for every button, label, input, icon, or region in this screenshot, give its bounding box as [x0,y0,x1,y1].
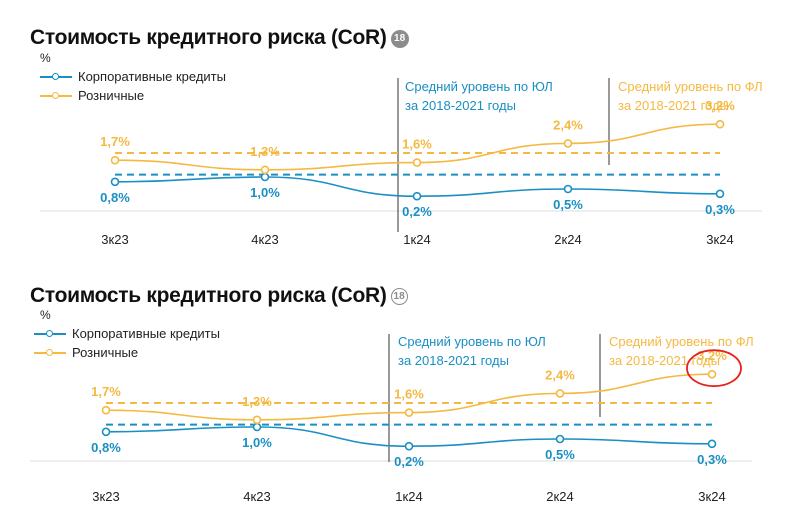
avg-corporate-label: Средний уровень по ЮЛ за 2018-2021 годы [405,77,553,115]
legend-label-corporate: Корпоративные кредиты [72,326,220,341]
corporate-point-1к24 [412,191,422,201]
retail-point-4к23 [252,415,262,425]
legend-label-retail: Розничные [72,345,139,360]
corporate-data-label: 0,8% [100,190,130,205]
chart-title-text: Стоимость кредитного риска (CoR) [30,284,387,307]
chart-plot-2: 0,8% 1,0%0,2% 0,5% 0,3%1,7%1,3% 1,6%2,4%3,2%… [30,334,752,504]
avg-retail-label-line-2: за 2018-2021 годы [618,98,729,113]
chart-title-text: Стоимость кредитного риска (CoR) [30,26,387,49]
corporate-point-1к24 [404,441,414,451]
retail-data-label: 1,7% [91,384,121,399]
retail-point-3к23 [101,405,111,415]
avg-corporate-label-line-1: Средний уровень по ЮЛ [405,79,553,94]
corporate-point-3к24 [715,189,725,199]
retail-point-3к24 [707,369,717,379]
corporate-data-label: 1,0% [250,185,280,200]
retail-point-1к24 [412,158,422,167]
corporate-point-2к24 [563,184,573,194]
unit-label: % [40,308,51,322]
corporate-point-3к23 [101,427,111,437]
x-tick-label: 3к24 [706,232,733,247]
x-tick-label: 4к23 [243,489,270,504]
footnote-badge: 18 [390,288,408,305]
retail-point-2к24 [563,139,573,148]
legend-label-retail: Розничные [78,88,145,103]
x-tick-label: 2к24 [546,489,573,504]
legend-item-retail: Розничные [34,343,220,362]
legend-item-corporate: Корпоративные кредиты [40,67,226,86]
avg-corporate-label-line-2: за 2018-2021 годы [398,353,509,368]
retail-data-label: 3,2% [705,98,735,113]
highlight-circle [686,349,742,388]
legend-swatch-retail [34,349,66,356]
chart-title: Стоимость кредитного риска (CoR) 18 [30,284,408,308]
corporate-data-label: 1,0% [242,435,272,450]
corporate-data-label: 0,5% [553,197,583,212]
retail-data-label: 2,4% [553,117,583,132]
avg-retail-label-line-1: Средний уровень по ФЛ [618,79,763,94]
legend-swatch-corporate [34,330,66,337]
x-tick-label: 1к24 [395,489,422,504]
retail-data-label: 1,6% [394,387,424,402]
unit-label: % [40,51,51,65]
legend: Корпоративные кредиты Розничные [34,324,220,362]
avg-corporate-label-line-1: Средний уровень по ЮЛ [398,334,546,349]
retail-point-3к24 [715,119,725,129]
retail-data-label: 2,4% [545,367,575,382]
x-tick-label: 3к23 [101,232,128,247]
legend-item-retail: Розничные [40,86,226,105]
retail-data-label: 1,3% [250,144,280,159]
corporate-data-label: 0,3% [697,452,727,467]
retail-point-2к24 [555,389,565,398]
legend-label-corporate: Корпоративные кредиты [78,69,226,84]
retail-data-label: 1,3% [242,394,272,409]
avg-retail-label-line-1: Средний уровень по ФЛ [609,334,754,349]
avg-retail-label: Средний уровень по ФЛ за 2018-2021 годы [618,77,763,115]
retail-point-3к23 [110,155,120,165]
corporate-point-4к23 [260,172,270,182]
legend-swatch-corporate [40,73,72,80]
x-tick-label: 2к24 [554,232,581,247]
chart-title: Стоимость кредитного риска (CoR) 18 [30,26,409,50]
corporate-data-label: 0,3% [705,202,735,217]
corporate-data-label: 0,8% [91,440,121,455]
retail-data-label: 1,7% [100,134,130,149]
footnote-badge: 18 [390,30,409,48]
retail-point-1к24 [404,408,414,417]
avg-corporate-label: Средний уровень по ЮЛ за 2018-2021 годы [398,332,546,370]
corporate-point-4к23 [252,422,262,432]
legend-swatch-retail [40,92,72,99]
corporate-point-2к24 [555,434,565,444]
corporate-data-label: 0,2% [402,204,432,219]
legend-item-corporate: Корпоративные кредиты [34,324,220,343]
x-tick-label: 4к23 [251,232,278,247]
avg-corporate-label-line-2: за 2018-2021 годы [405,98,516,113]
corporate-point-3к24 [707,439,717,449]
x-tick-label: 1к24 [403,232,430,247]
chart-panel-2: Стоимость кредитного риска (CoR) 18 % Кор… [0,262,800,512]
chart-plot-1: 0,8% 1,0% 0,2% 0,5% 0,3% 1,7% 1,3% 1,6% 2,4% 3,2%… [40,78,762,247]
x-tick-label: 3к23 [92,489,119,504]
corporate-data-label: 0,5% [545,447,575,462]
x-tick-label: 3к24 [698,489,725,504]
corporate-point-3к23 [110,177,120,187]
chart-panel-1: Стоимость кредитного риска (CoR) 18 % Кор… [0,0,800,255]
legend: Корпоративные кредиты Розничные [40,67,226,105]
corporate-data-label: 0,2% [394,454,424,469]
retail-data-label: 1,6% [402,137,432,152]
retail-point-4к23 [260,165,270,175]
